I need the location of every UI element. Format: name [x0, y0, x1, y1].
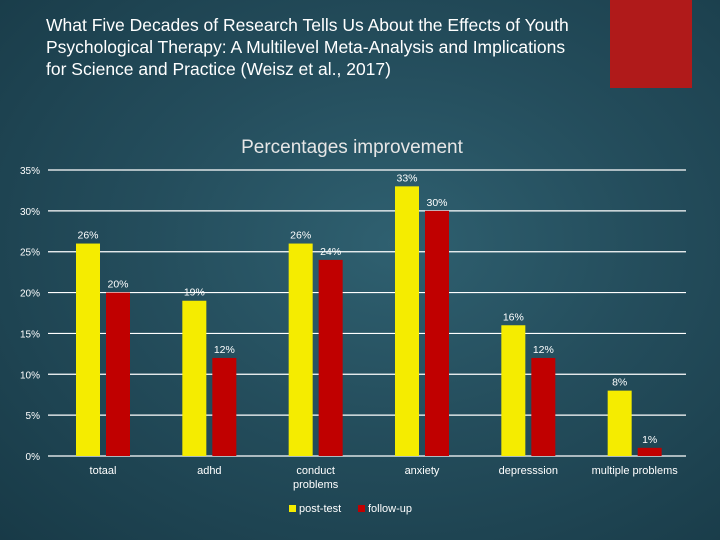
x-category-label: adhd	[197, 465, 221, 477]
x-category-label: anxiety	[405, 465, 440, 477]
data-label: 30%	[426, 197, 447, 209]
slide-title: What Five Decades of Research Tells Us A…	[46, 15, 569, 79]
bar-follow-up-3	[425, 210, 449, 456]
data-label: 8%	[612, 377, 627, 389]
data-label: 1%	[642, 434, 657, 446]
data-label: 12%	[214, 344, 235, 356]
x-category-label: conduct problems	[293, 465, 339, 491]
y-tick-label: 15%	[20, 329, 40, 340]
bar-follow-up-0	[106, 292, 130, 456]
bar-follow-up-5	[637, 447, 662, 456]
y-tick-label: 25%	[20, 248, 40, 259]
bar-post-test-0	[76, 243, 100, 456]
legend: post-test follow-up	[289, 503, 412, 515]
y-tick-label: 30%	[20, 207, 40, 218]
y-tick-label: 0%	[26, 452, 41, 463]
data-label: 24%	[320, 246, 341, 258]
accent-block	[610, 0, 692, 88]
x-category-label: multiple problems	[592, 465, 679, 477]
data-label: 20%	[107, 279, 128, 291]
legend-label: follow-up	[368, 503, 412, 515]
legend-swatch-post-test	[289, 505, 296, 512]
bar-post-test-3	[395, 186, 419, 457]
y-tick-label: 35%	[20, 166, 40, 177]
y-tick-label: 10%	[20, 370, 40, 381]
data-label: 16%	[503, 311, 524, 323]
data-label: 26%	[290, 230, 311, 242]
legend-swatch-follow-up	[358, 505, 365, 512]
x-category-label: totaal	[90, 465, 117, 477]
data-label: 12%	[533, 344, 554, 356]
bar-follow-up-2	[318, 259, 343, 456]
bar-follow-up-4	[531, 357, 556, 456]
chart-title: Percentages improvement	[241, 137, 463, 158]
y-tick-label: 20%	[20, 289, 40, 300]
bar-post-test-5	[607, 390, 632, 456]
bar-post-test-4	[501, 325, 526, 456]
bar-post-test-1	[182, 300, 207, 456]
data-label: 19%	[184, 287, 205, 299]
legend-label: post-test	[299, 503, 341, 515]
data-label: 26%	[77, 230, 98, 242]
x-category-label: depresssion	[499, 465, 558, 477]
x-axis-categories: totaal adhd conduct problems anxiety depresss…	[90, 465, 679, 491]
y-tick-label: 5%	[26, 411, 41, 422]
bar-follow-up-1	[212, 357, 237, 456]
grid-lines	[48, 169, 686, 457]
y-axis-ticks: 0% 5% 10% 15% 20% 25% 30% 35%	[20, 166, 40, 463]
bar-post-test-2	[288, 243, 313, 456]
data-label: 33%	[396, 172, 417, 184]
bars	[76, 186, 662, 457]
data-labels: 26% 20% 19% 12% 26% 24% 33% 30% 16% 12% 8% 1%	[77, 172, 657, 445]
